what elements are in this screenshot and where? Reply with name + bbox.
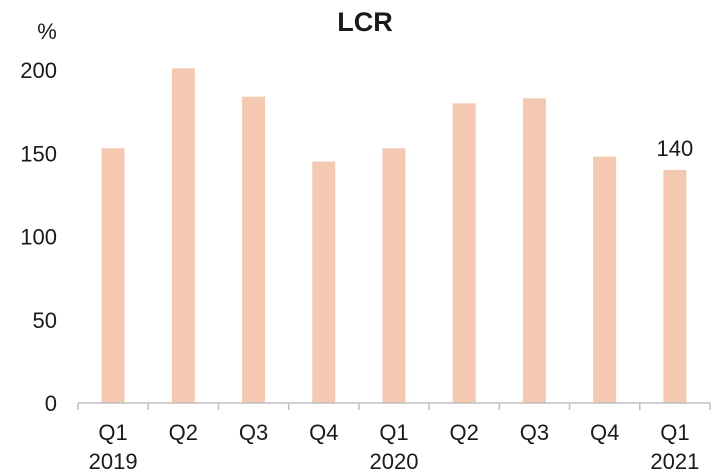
x-tick-label: Q1 [98,420,127,445]
y-tick-label: 50 [33,308,57,333]
bar [101,148,125,403]
y-tick-label: 100 [20,225,57,250]
y-axis-tick-labels: 0 50 100 150 200 [20,58,57,416]
x-axis-year-labels: 2019 2020 2021 [89,449,700,473]
x-group-label: 2021 [650,449,699,473]
bar [382,148,406,403]
x-tick-label: Q4 [590,420,619,445]
x-tick-label: Q3 [239,420,268,445]
y-tick-label: 200 [20,58,57,83]
x-axis-ticks [77,403,711,410]
bar [242,96,266,403]
bar [452,103,476,404]
x-tick-label: Q2 [450,420,479,445]
y-tick-label: 0 [45,391,57,416]
bar [171,68,195,404]
x-axis-tick-labels: Q1 Q2 Q3 Q4 Q1 Q2 Q3 Q4 Q1 [98,420,689,445]
y-tick-label: 150 [20,141,57,166]
bar [663,169,687,403]
x-group-label: 2020 [370,449,419,473]
bar-series [101,68,687,404]
data-label: 140 [657,136,694,161]
chart-title: LCR [337,7,393,37]
data-labels: 140 [657,136,694,161]
x-group-label: 2019 [89,449,138,473]
x-tick-label: Q3 [520,420,549,445]
bar [522,98,546,404]
y-axis-unit-label: % [37,19,57,44]
bar [593,156,617,403]
x-tick-label: Q2 [169,420,198,445]
x-tick-label: Q1 [660,420,689,445]
x-tick-label: Q4 [309,420,338,445]
x-tick-label: Q1 [379,420,408,445]
bar [312,161,336,403]
